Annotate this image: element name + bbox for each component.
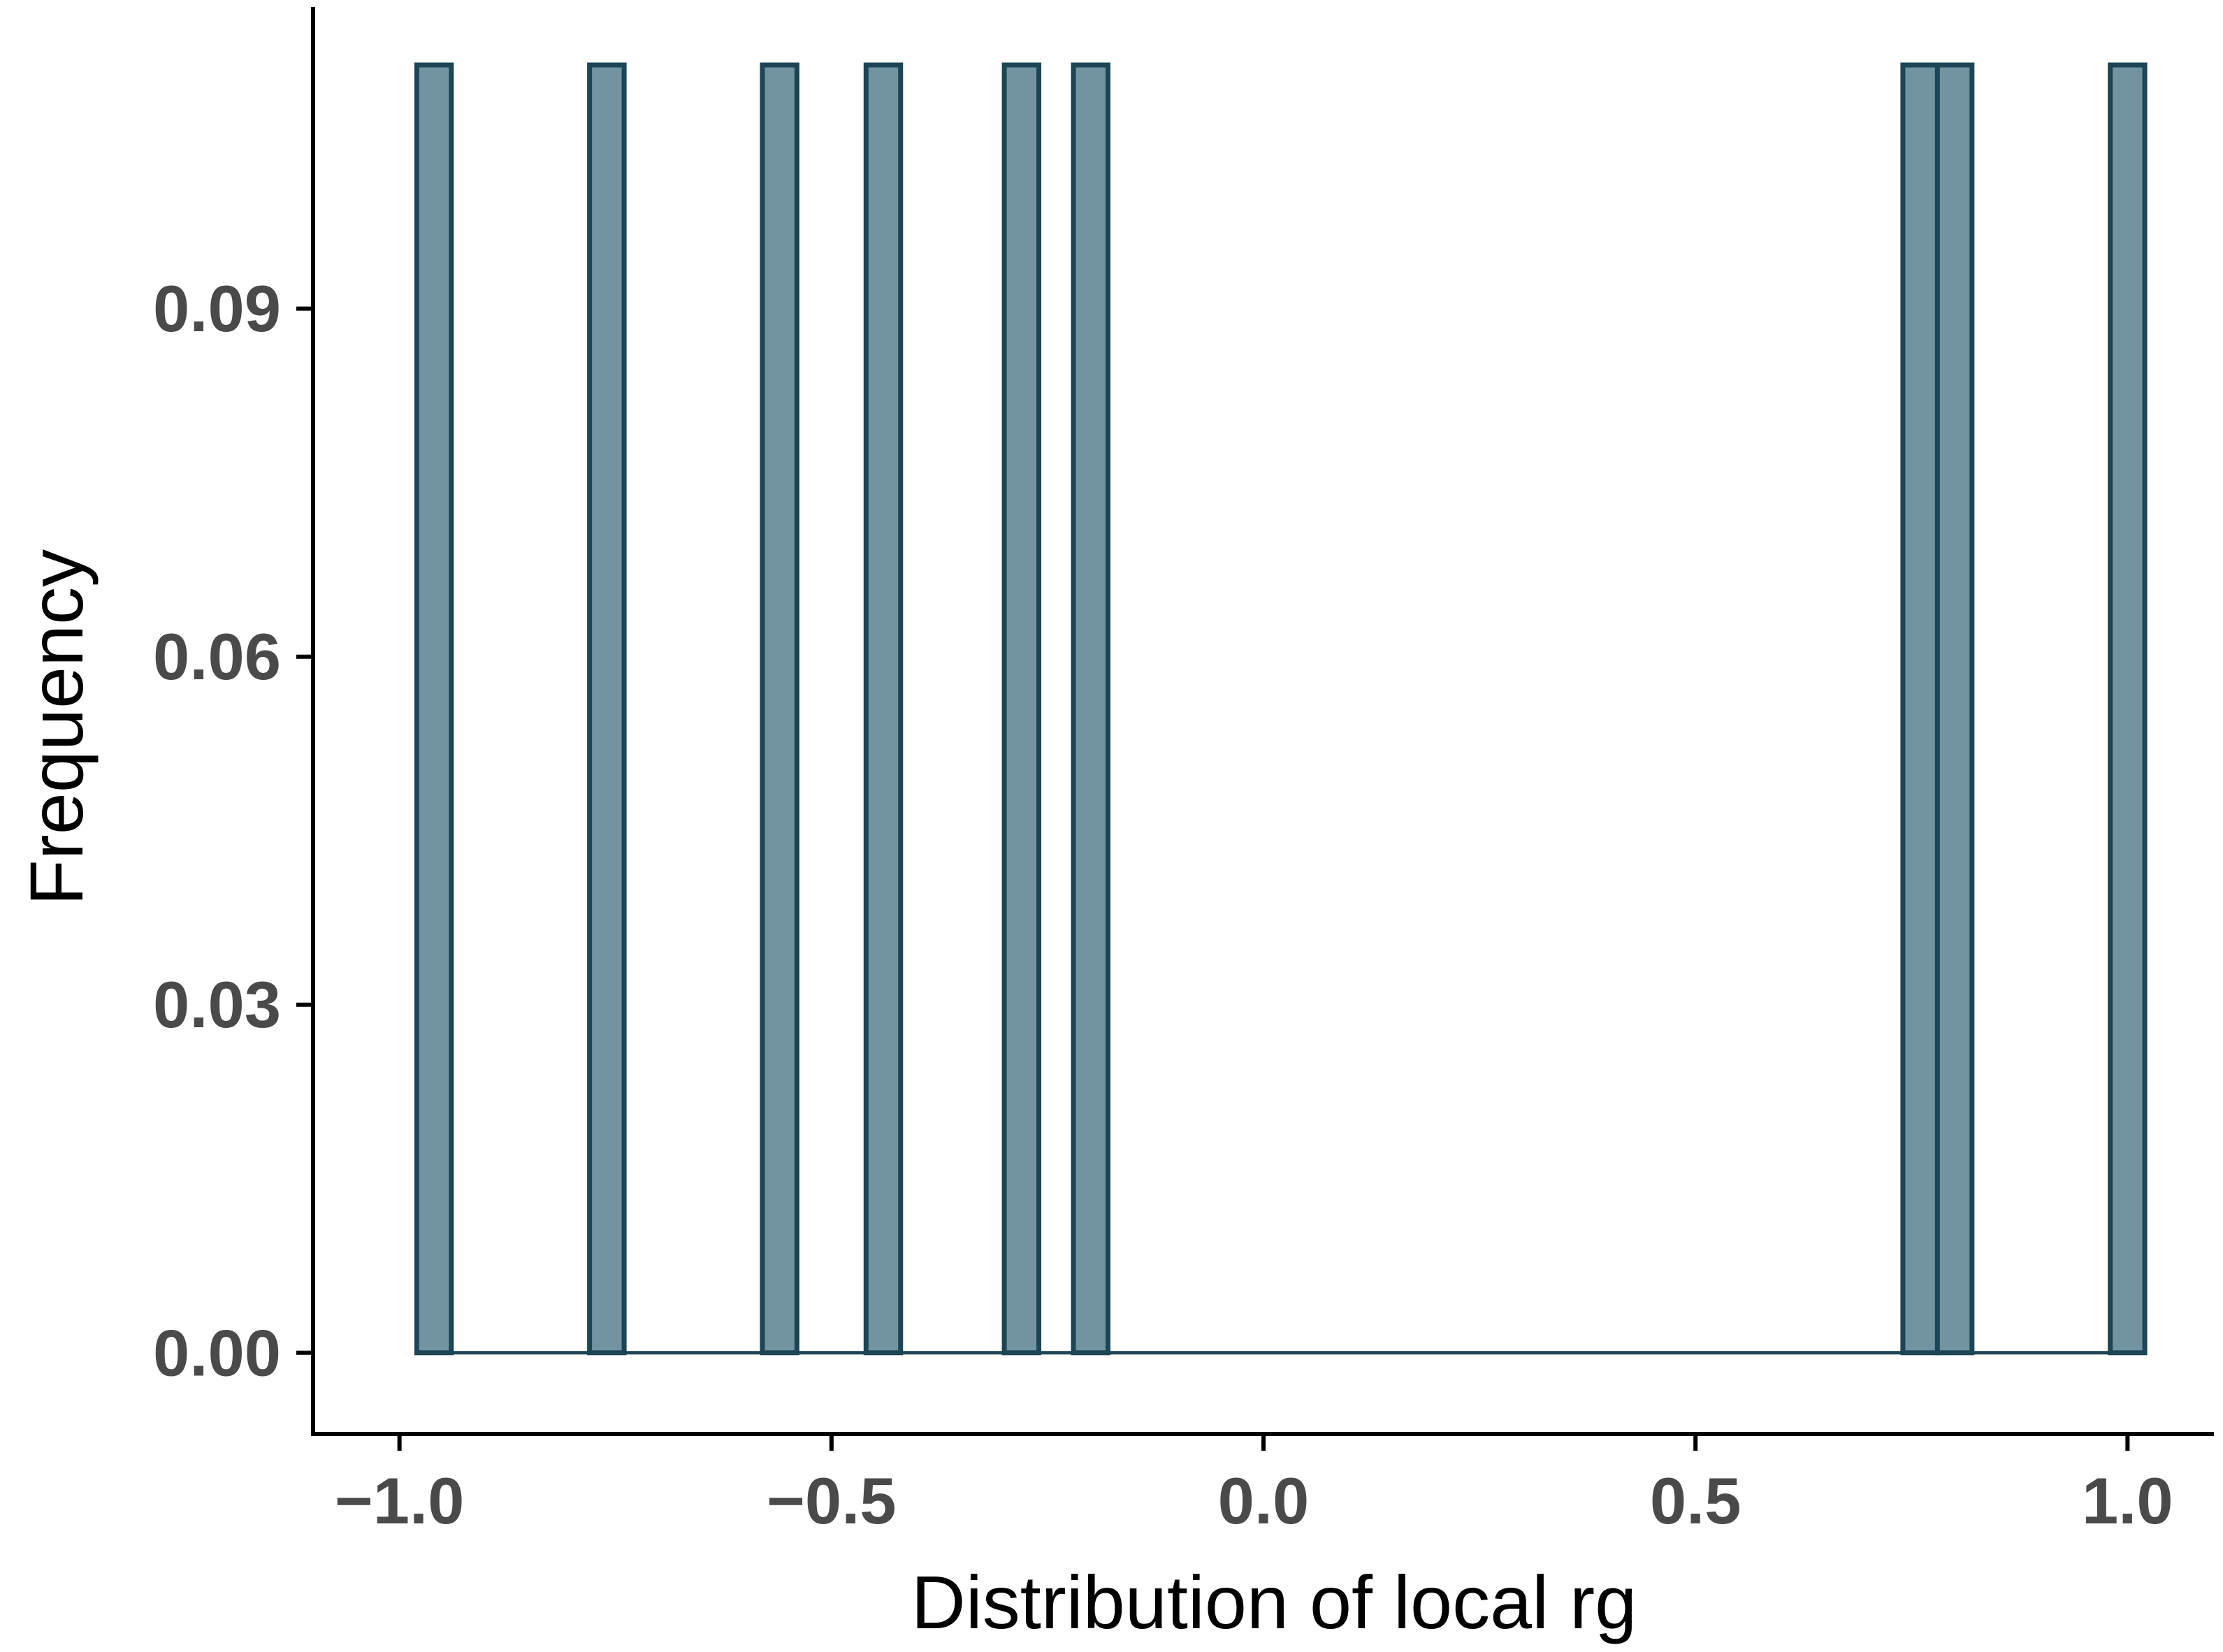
- histogram-bars: [414, 62, 2148, 1356]
- x-tick-label: −0.5: [767, 1464, 897, 1537]
- histogram-bar: [1071, 62, 1110, 1356]
- histogram-bar: [587, 62, 627, 1356]
- histogram-bar: [1900, 62, 1940, 1356]
- x-tick-label: 0.0: [1218, 1464, 1310, 1537]
- y-tick-label: 0.00: [153, 1316, 281, 1389]
- y-tick-label: 0.03: [153, 968, 281, 1041]
- histogram-bar: [2108, 62, 2148, 1356]
- histogram-bar: [1001, 62, 1042, 1356]
- histogram-bar: [1934, 62, 1975, 1356]
- x-tick-label: 0.5: [1650, 1464, 1742, 1537]
- histogram-bar: [863, 62, 904, 1356]
- y-axis-title: Frequency: [14, 549, 99, 906]
- x-axis-ticks: −1.0 −0.5 0.0 0.5 1.0: [335, 1434, 2173, 1537]
- x-tick-label: 1.0: [2082, 1464, 2173, 1537]
- histogram-bar: [760, 62, 799, 1356]
- y-axis-ticks: 0.00 0.03 0.06 0.09: [153, 272, 313, 1389]
- histogram-bar: [414, 62, 454, 1356]
- x-axis-title: Distribution of local rg: [911, 1560, 1637, 1644]
- x-tick-label: −1.0: [335, 1464, 465, 1537]
- y-tick-label: 0.06: [153, 620, 281, 693]
- y-tick-label: 0.09: [153, 272, 281, 345]
